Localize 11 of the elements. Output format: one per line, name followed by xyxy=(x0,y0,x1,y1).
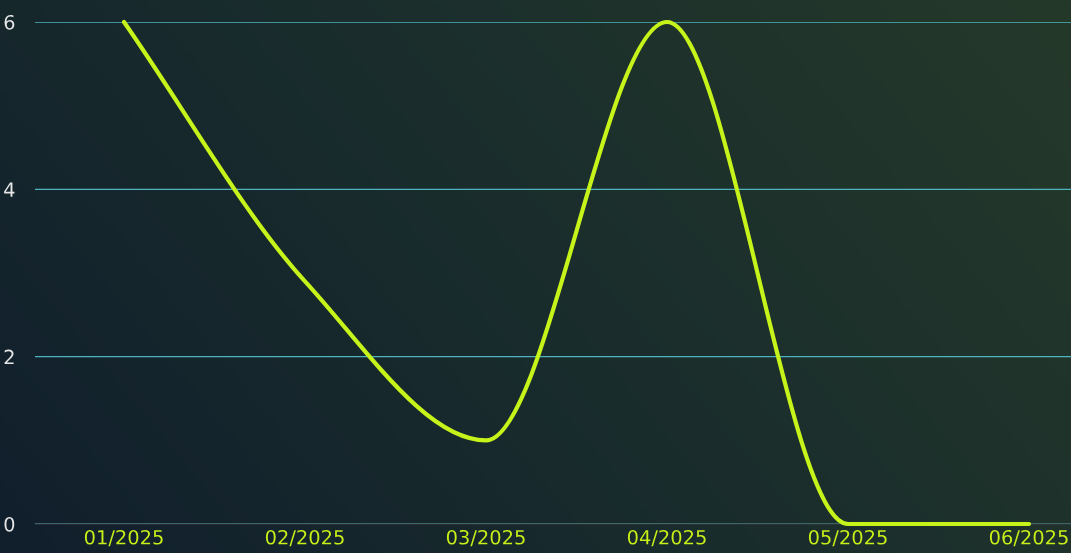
x-tick-label: 05/2025 xyxy=(808,529,887,547)
x-tick-label: 01/2025 xyxy=(84,529,163,547)
line-series xyxy=(121,19,1032,527)
x-tick-label: 04/2025 xyxy=(627,529,706,547)
y-tick-label: 0 xyxy=(4,516,15,532)
x-tick-label: 02/2025 xyxy=(265,529,344,547)
y-tick-label: 4 xyxy=(4,182,15,197)
y-tick-label: 2 xyxy=(4,349,14,365)
y-tick-label: 6 xyxy=(4,14,15,30)
x-tick-label: 03/2025 xyxy=(446,529,525,547)
x-tick-label: 06/2025 xyxy=(989,529,1068,547)
